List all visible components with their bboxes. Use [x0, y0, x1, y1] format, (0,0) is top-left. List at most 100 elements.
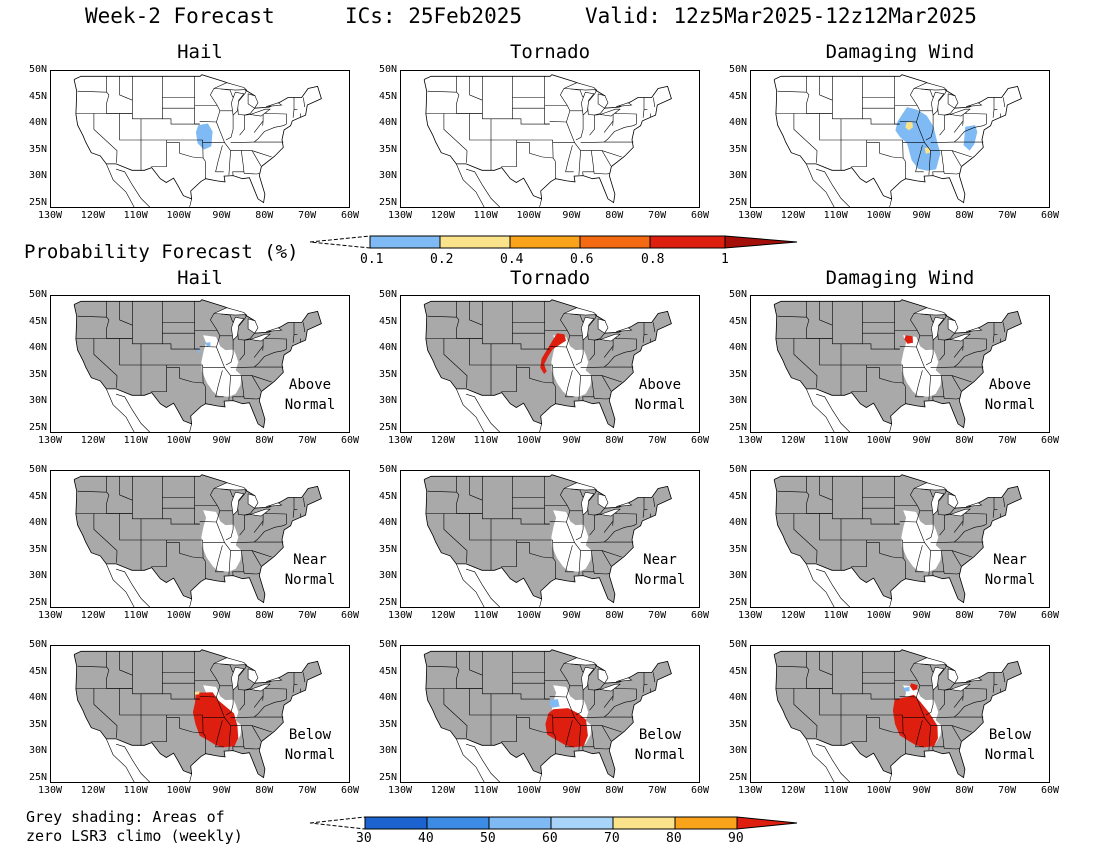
lat-tick-label: 35N: [728, 543, 747, 555]
lon-tick-label: 110W: [823, 785, 848, 796]
lat-tick-label: 40N: [728, 692, 747, 704]
lon-tick-label: 70W: [298, 785, 317, 796]
lat-tick-label: 45N: [378, 90, 397, 102]
lon-tick-label: 130W: [37, 435, 63, 446]
lat-tick-label: 50N: [728, 289, 747, 300]
lon-tick-label: 60W: [1040, 785, 1060, 796]
lon-tick-label: 110W: [473, 785, 498, 796]
prob-bin-3: [509, 235, 581, 249]
lon-tick-label: 130W: [737, 210, 763, 221]
lon-tick-label: 110W: [823, 210, 848, 221]
lon-tick-label: 130W: [37, 785, 63, 796]
lat-tick-label: 30N: [378, 395, 397, 407]
map-panel: [400, 295, 700, 433]
lon-tick-label: 100W: [866, 435, 891, 446]
lon-tick-label: 60W: [340, 610, 360, 621]
map-panel: [400, 645, 700, 783]
pct-bin-3: [488, 816, 552, 830]
prob-bin-5: [649, 235, 726, 249]
lon-tick-label: 80W: [255, 210, 274, 221]
zero-climo-grey-mask: [74, 299, 322, 428]
lon-tick-label: 90W: [912, 610, 931, 621]
col-title-hail: Hail: [177, 267, 223, 289]
lat-tick-label: 25N: [728, 771, 747, 783]
map-panel: [50, 70, 350, 208]
pct-tick: 30: [356, 831, 372, 846]
category-label: Near Normal: [284, 552, 336, 588]
map-panel: [750, 70, 1050, 208]
lon-tick-label: 100W: [166, 785, 191, 796]
pct-bin-1: [364, 816, 428, 830]
map-panel: [50, 295, 350, 433]
lon-tick-label: 130W: [37, 210, 63, 221]
lon-tick-label: 110W: [123, 210, 148, 221]
probability-area: [903, 686, 910, 692]
map-canvas: [423, 649, 672, 782]
zero-climo-grey-mask: [424, 299, 672, 428]
lat-tick-label: 30N: [728, 570, 747, 582]
map-canvas: [73, 299, 322, 432]
lat-tick-label: 40N: [28, 117, 47, 129]
lon-tick-label: 60W: [1040, 610, 1060, 621]
lat-tick-label: 25N: [378, 196, 397, 208]
lat-tick-label: 35N: [378, 143, 397, 155]
lon-tick-label: 100W: [166, 210, 191, 221]
lon-tick-label: 100W: [166, 435, 191, 446]
pct-bin-4: [550, 816, 614, 830]
lon-tick-label: 70W: [998, 210, 1017, 221]
lat-tick-label: 30N: [378, 570, 397, 582]
lat-tick-label: 50N: [728, 64, 747, 75]
lat-tick-label: 25N: [28, 196, 47, 208]
lat-tick-label: 50N: [28, 64, 47, 75]
lat-tick-label: 35N: [28, 368, 47, 380]
lat-tick-label: 50N: [378, 64, 397, 75]
lon-tick-label: 60W: [690, 610, 710, 621]
lat-tick-label: 30N: [378, 170, 397, 182]
lat-tick-label: 50N: [378, 639, 397, 650]
col-title-tornado: Tornado: [509, 267, 591, 289]
lon-tick-label: 120W: [780, 210, 805, 221]
lon-tick-label: 90W: [912, 435, 931, 446]
prob-tick: 0.2: [430, 252, 454, 267]
lon-tick-label: 60W: [340, 785, 360, 796]
zero-climo-grey-mask: [74, 474, 322, 603]
lat-tick-label: 40N: [28, 692, 47, 704]
lon-tick-label: 90W: [212, 785, 231, 796]
lat-tick-label: 35N: [728, 718, 747, 730]
lat-tick-label: 25N: [728, 596, 747, 608]
zero-climo-grey-mask: [424, 649, 672, 778]
prob-colorbar: [309, 235, 798, 249]
map-canvas: [423, 474, 672, 607]
category-label: Below Normal: [984, 727, 1036, 763]
lat-tick-label: 35N: [28, 543, 47, 555]
lat-tick-label: 30N: [378, 745, 397, 757]
prob-tick: 0.6: [570, 252, 594, 267]
map-canvas: [773, 299, 1022, 432]
lat-tick-label: 25N: [28, 596, 47, 608]
footnote-line1: Grey shading: Areas of: [26, 808, 225, 826]
category-label: Near Normal: [984, 552, 1036, 588]
lon-tick-label: 130W: [387, 785, 413, 796]
lat-tick-label: 30N: [28, 170, 47, 182]
lat-tick-label: 40N: [378, 342, 397, 354]
lon-tick-label: 90W: [562, 610, 581, 621]
prob-bin-4: [579, 235, 651, 249]
lon-tick-label: 110W: [473, 210, 498, 221]
lon-tick-label: 60W: [690, 435, 710, 446]
lat-tick-label: 25N: [728, 421, 747, 433]
lon-tick-label: 100W: [516, 785, 541, 796]
lon-tick-label: 90W: [212, 210, 231, 221]
lon-tick-label: 120W: [430, 435, 455, 446]
map-canvas: [73, 474, 322, 607]
lon-tick-label: 120W: [80, 435, 105, 446]
lat-tick-label: 35N: [28, 143, 47, 155]
prob-bin-2: [439, 235, 511, 249]
prob-bin-1: [369, 235, 441, 249]
lon-tick-label: 60W: [340, 210, 360, 221]
lon-tick-label: 130W: [737, 435, 763, 446]
probability-area: [549, 699, 560, 708]
lon-tick-label: 70W: [998, 785, 1017, 796]
initial-conditions: ICs: 25Feb2025: [345, 4, 523, 28]
valid-period: Valid: 12z5Mar2025-12z12Mar2025: [585, 4, 977, 28]
lat-tick-label: 40N: [728, 342, 747, 354]
